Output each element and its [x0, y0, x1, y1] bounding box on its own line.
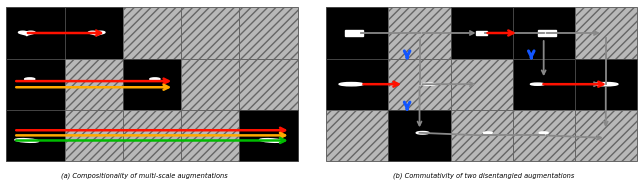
- Polygon shape: [19, 31, 35, 36]
- Ellipse shape: [416, 132, 429, 134]
- Bar: [538, 30, 556, 36]
- Bar: [451, 7, 513, 59]
- Bar: [65, 110, 123, 161]
- Bar: [6, 7, 65, 59]
- Bar: [326, 7, 388, 59]
- Bar: [239, 110, 298, 161]
- Bar: [123, 7, 181, 59]
- Bar: [388, 110, 451, 161]
- Ellipse shape: [422, 83, 436, 85]
- Bar: [513, 110, 575, 161]
- Bar: [181, 59, 239, 110]
- Bar: [388, 59, 451, 110]
- Bar: [65, 7, 123, 59]
- Polygon shape: [88, 31, 105, 36]
- Bar: [451, 59, 513, 110]
- Bar: [239, 59, 298, 110]
- Bar: [326, 59, 388, 110]
- Text: (a) Compositionality of multi-scale augmentations: (a) Compositionality of multi-scale augm…: [61, 172, 227, 179]
- Ellipse shape: [150, 78, 160, 80]
- Bar: [346, 30, 364, 36]
- Ellipse shape: [15, 139, 38, 142]
- Ellipse shape: [540, 132, 548, 134]
- Ellipse shape: [483, 132, 492, 134]
- Bar: [388, 7, 451, 59]
- Bar: [451, 110, 513, 161]
- Bar: [181, 110, 239, 161]
- Ellipse shape: [24, 78, 35, 80]
- Bar: [326, 110, 388, 161]
- Bar: [6, 110, 65, 161]
- Bar: [575, 59, 637, 110]
- Ellipse shape: [339, 83, 364, 86]
- Bar: [6, 59, 65, 110]
- Bar: [513, 59, 575, 110]
- Text: (b) Commutativity of two disentangled augmentations: (b) Commutativity of two disentangled au…: [392, 172, 574, 179]
- Bar: [181, 7, 239, 59]
- Bar: [123, 59, 181, 110]
- Ellipse shape: [594, 83, 618, 86]
- Ellipse shape: [531, 83, 545, 85]
- Bar: [65, 59, 123, 110]
- Bar: [513, 7, 575, 59]
- Bar: [476, 31, 488, 35]
- Bar: [575, 110, 637, 161]
- Bar: [123, 110, 181, 161]
- Bar: [239, 7, 298, 59]
- Bar: [575, 7, 637, 59]
- Ellipse shape: [260, 139, 284, 142]
